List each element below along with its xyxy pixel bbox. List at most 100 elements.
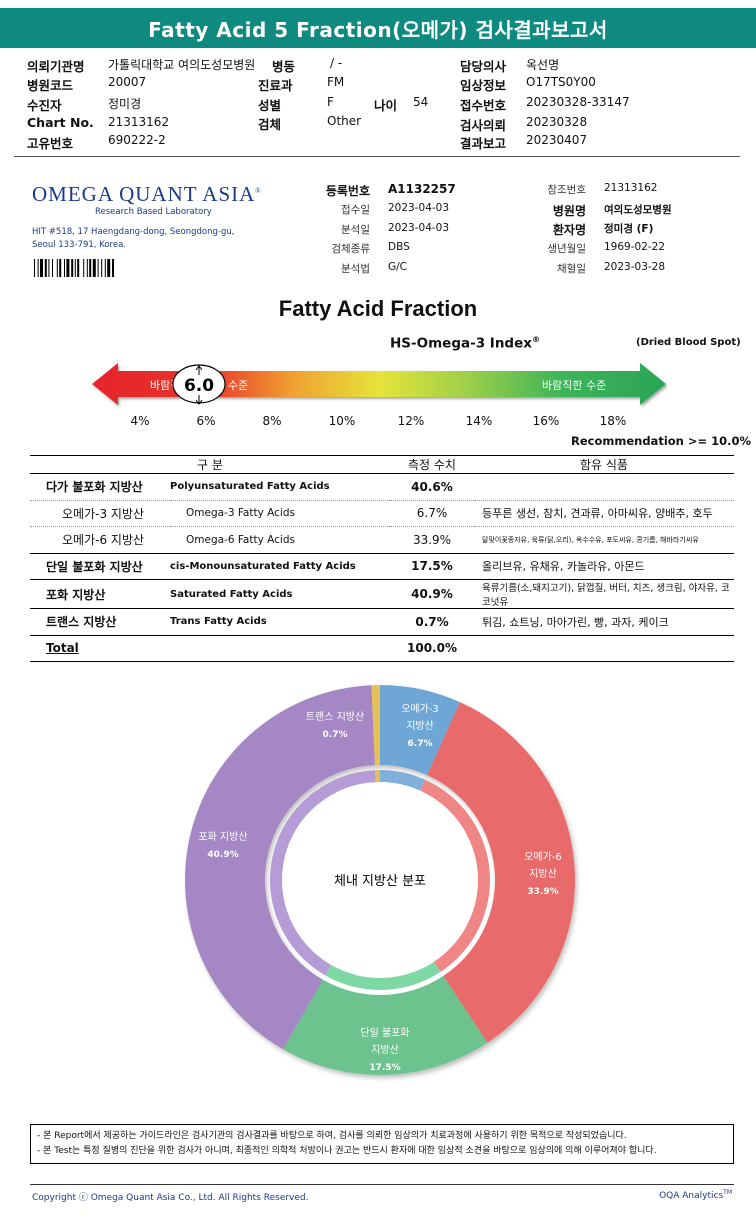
institution-value: 가톨릭대학교 여의도성모병원 — [108, 58, 256, 72]
row-food: 육류기름(소,돼지고기), 닭껍질, 버터, 치즈, 생크림, 야자유, 코코넛… — [474, 579, 734, 609]
report-title: Fatty Acid 5 Fraction(오메가) 검사결과보고서 — [0, 8, 756, 48]
row-en — [170, 634, 390, 662]
donut-slice-omega3 — [380, 685, 460, 776]
dob-value: 1969-02-22 — [604, 241, 666, 253]
tick-label: 12% — [397, 414, 425, 428]
report-date-value: 20230407 — [526, 133, 588, 147]
request-label: 검사의뢰 — [460, 118, 507, 133]
copyright: Copyright ⓒ Omega Quant Asia Co., Ltd. A… — [32, 1193, 309, 1203]
row-food: 달맞이꽃종자유, 육류(닭,오리), 옥수수유, 포도씨유, 콩기름, 해바라기… — [474, 526, 734, 553]
sample-type-value: DBS — [388, 241, 410, 253]
row-value: 100.0% — [390, 634, 474, 662]
footer-divider — [30, 1184, 734, 1185]
row-en: Polyunsaturated Fatty Acids — [170, 473, 390, 500]
lab-trademark: ® — [255, 187, 262, 195]
slice-label-mono: 단일 불포화 지방산 17.5% — [360, 1027, 409, 1073]
table-row: 오메가-3 지방산 Omega-3 Fatty Acids 6.7% 등푸른 생… — [30, 499, 734, 527]
patient-name-value: 정미경 (F) — [604, 223, 654, 235]
brand-tm: TM — [723, 1189, 732, 1196]
tick-label: 18% — [599, 414, 627, 428]
tick-label: 6% — [196, 414, 216, 428]
hospital-code-value: 20007 — [108, 75, 147, 89]
barcode — [34, 259, 114, 277]
ward-value: / - — [330, 56, 343, 70]
slice-value-trans: 0.7% — [323, 730, 348, 740]
fatty-acid-donut-chart: 체내 지방산 분포 오메가-3 지방산 6.7% 오메가-6 지방산 33.9% 단일 불포… — [185, 685, 575, 1075]
row-value: 17.5% — [390, 552, 474, 580]
header-category: 구 분 — [30, 455, 390, 474]
doctor-label: 담당의사 — [460, 59, 507, 74]
analysis-date-label: 분석일 — [341, 224, 370, 236]
collector-label: 수진자 — [27, 98, 62, 113]
slice-value-saturated: 40.9% — [207, 850, 238, 860]
omega3-index-scale: 바람직하지 않은 수준 바람직한 수준 6.0 — [92, 363, 666, 405]
slice-value-mono: 17.5% — [369, 1063, 400, 1073]
receipt-date-label: 접수일 — [341, 204, 370, 216]
recommendation: Recommendation >= 10.0% — [571, 434, 752, 448]
ref-no-value: 21313162 — [604, 182, 658, 194]
inner-ring-slice-saturated — [269, 770, 376, 976]
inner-ring-slice-omega6 — [420, 779, 490, 972]
sex-value: F — [327, 95, 334, 109]
row-value: 40.6% — [390, 473, 474, 500]
row-ko: 오메가-6 지방산 — [30, 526, 170, 553]
row-ko: Total — [30, 634, 170, 662]
row-en: cis-Monounsaturated Fatty Acids — [170, 552, 390, 580]
row-ko: 다가 불포화 지방산 — [30, 473, 170, 500]
row-value: 40.9% — [390, 579, 474, 609]
row-ko: 포화 지방산 — [30, 579, 170, 609]
receipt-no-label: 접수번호 — [460, 98, 507, 113]
fraction-title: Fatty Acid Fraction — [278, 296, 478, 321]
hospital-code-label: 병원코드 — [27, 78, 74, 93]
chart-no-label: Chart No. — [27, 115, 94, 130]
index-marker-value: 6.0 — [184, 376, 214, 396]
table-total-row: Total 100.0% — [30, 634, 734, 662]
tick-label: 14% — [465, 414, 493, 428]
unique-id-label: 고유번호 — [27, 136, 74, 151]
method-value: G/C — [388, 261, 408, 273]
table-row: 포화 지방산 Saturated Fatty Acids 40.9% 육류기름(… — [30, 579, 734, 609]
brand-name: OQA Analytics — [659, 1191, 724, 1201]
chart-title: 체내 지방산 분포 — [334, 874, 426, 889]
age-value: 54 — [413, 95, 429, 109]
row-food — [474, 473, 734, 500]
index-title-text: HS-Omega-3 Index — [390, 335, 532, 352]
lab-subtitle: Research Based Laboratory — [95, 207, 212, 217]
draw-date-label: 채혈일 — [557, 263, 586, 275]
note-line: - 본 Test는 특정 질병의 진단을 위한 검사가 아니며, 최종적인 의학… — [37, 1146, 657, 1156]
dob-label: 생년월일 — [547, 243, 586, 255]
index-title: HS-Omega-3 Index® — [390, 335, 540, 352]
table-header-row: 구 분 측정 수치 함유 식품 — [30, 455, 734, 474]
ward-label: 병동 — [272, 59, 296, 74]
row-ko: 트랜스 지방산 — [30, 608, 170, 635]
donut-slice-saturated — [185, 685, 375, 1050]
clinical-label: 임상정보 — [460, 78, 507, 93]
donut-slice-mono — [283, 976, 488, 1075]
donut-slice-omega6 — [427, 702, 575, 1043]
ref-no-label: 참조번호 — [547, 184, 586, 196]
hospital-name-value: 여의도성모병원 — [604, 204, 672, 216]
slice-label-trans: 트랜스 지방산 0.7% — [306, 711, 364, 740]
institution-label: 의뢰기관명 — [27, 59, 85, 74]
lab-logo: OMEGA QUANT ASIA® — [32, 182, 262, 207]
brand-footer: OQA AnalyticsTM — [659, 1189, 732, 1201]
inner-ring-slice-omega3 — [380, 770, 426, 791]
index-marker: 6.0 — [172, 364, 226, 405]
row-value: 33.9% — [390, 526, 474, 553]
reg-no-value: A1132257 — [388, 182, 456, 196]
row-food: 올리브유, 유채유, 카놀라유, 아몬드 — [474, 552, 734, 580]
slice-label-omega3: 오메가-3 지방산 6.7% — [401, 703, 439, 749]
header-foods: 함유 식품 — [474, 455, 734, 474]
header-value: 측정 수치 — [390, 455, 474, 474]
disclaimer-notes: - 본 Report에서 제공하는 가이드라인은 검사기관의 검사결과를 바탕으… — [30, 1124, 734, 1164]
tick-label: 10% — [328, 414, 356, 428]
reg-no-label: 등록번호 — [325, 184, 370, 198]
receipt-no-value: 20230328-33147 — [526, 95, 630, 109]
sample-type-label: 검체종류 — [331, 243, 370, 255]
tick-label: 4% — [130, 414, 150, 428]
index-trademark: ® — [531, 335, 540, 344]
tick-label: 16% — [532, 414, 560, 428]
fatty-acid-table: 구 분 측정 수치 함유 식품 다가 불포화 지방산 Polyunsaturat… — [30, 455, 734, 662]
tick-label: 8% — [262, 414, 282, 428]
table-row: 트랜스 지방산 Trans Fatty Acids 0.7% 튀김, 쇼트닝, … — [30, 608, 734, 635]
